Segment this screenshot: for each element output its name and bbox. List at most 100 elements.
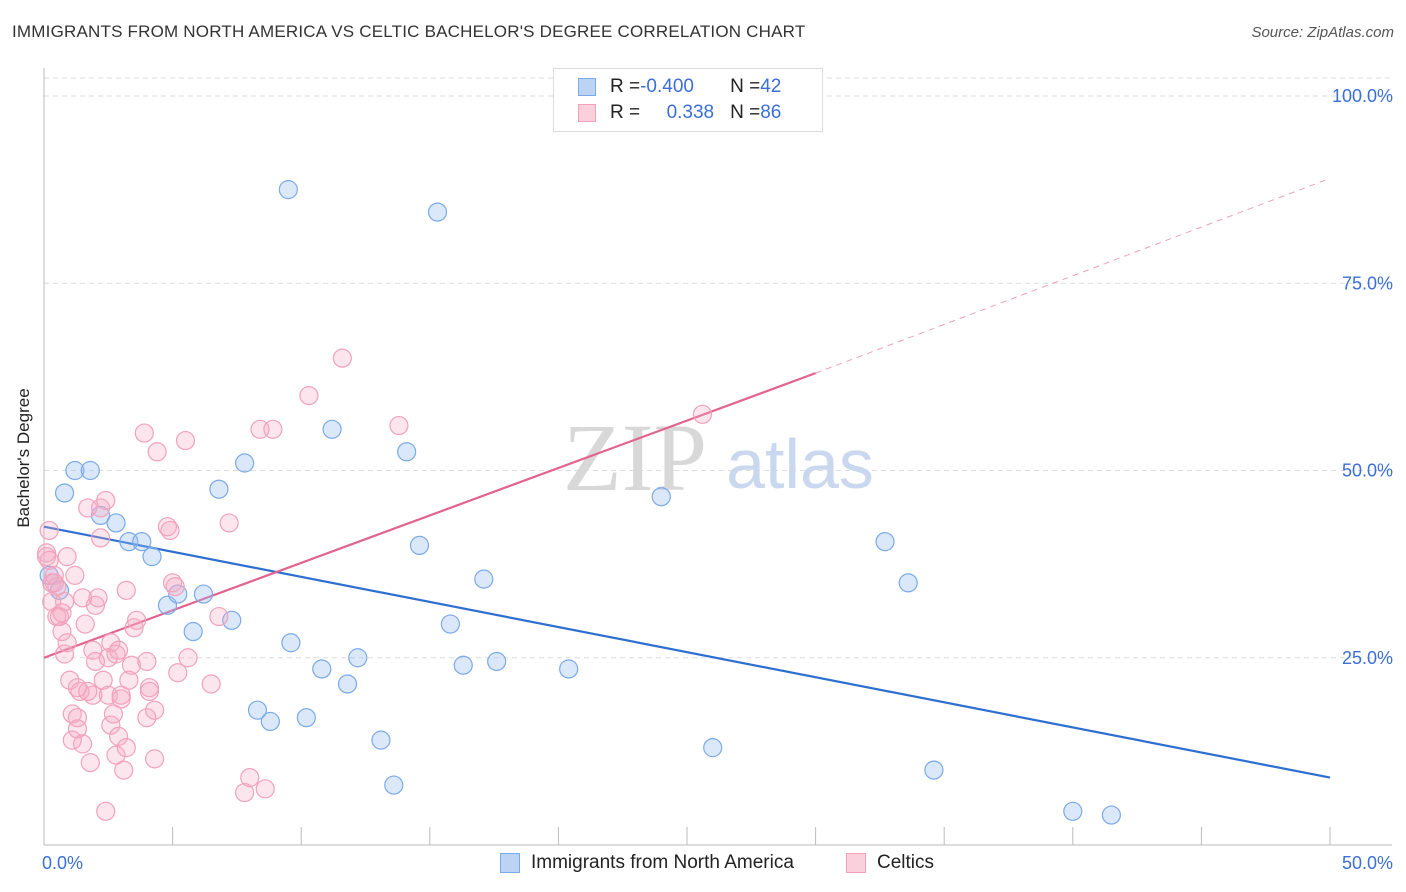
point-celtics [75,614,95,634]
point-immigrants [247,700,268,720]
legend-swatch-blue [500,853,520,873]
legend-row-celtics: R = 0.338 N = 86 [578,101,781,125]
point-immigrants [898,573,918,593]
point-immigrants [440,614,460,634]
point-immigrants [474,569,494,589]
point-immigrants [193,584,214,604]
trend-line-celtics-extension [815,177,1331,374]
point-celtics [103,704,124,724]
point-celtics [144,749,165,769]
point-celtics [692,404,713,424]
point-immigrants [281,633,301,653]
y-tick-label: 100.0% [1332,86,1393,106]
point-immigrants [235,453,255,473]
point-immigrants [409,535,430,556]
point-celtics [108,726,129,746]
series-legend: Immigrants from North America Celtics [0,852,1406,878]
point-celtics [62,730,82,750]
point-celtics [80,753,100,773]
point-immigrants [222,610,242,630]
point-celtics [54,644,75,664]
point-celtics [235,782,255,803]
point-celtics [52,621,72,642]
y-axis-label: Bachelor's Degree [14,388,33,528]
point-immigrants [322,419,342,439]
gridlines [44,77,1392,659]
legend-swatch-blue [578,78,596,96]
legend-r-value: 0.338 [666,102,715,123]
point-celtics [263,419,283,439]
point-celtics [57,633,77,653]
point-immigrants [296,708,316,728]
point-immigrants [312,659,332,679]
legend-swatch-pink [846,853,866,873]
trend-line-immigrants [43,525,1331,779]
point-immigrants [337,674,358,694]
point-celtics [101,715,121,735]
point-immigrants [371,730,391,750]
point-celtics [67,678,88,698]
point-celtics [57,547,77,567]
point-immigrants [651,487,671,507]
point-celtics [36,543,57,563]
point-celtics [54,591,75,612]
point-immigrants [209,479,229,499]
point-celtics [39,550,59,570]
point-immigrants [142,547,162,567]
point-celtics [108,640,129,660]
x-tick-label: 0.0% [42,853,83,873]
point-celtics [90,528,111,548]
point-celtics [39,520,59,541]
series-legend-immigrants[interactable]: Immigrants from North America [500,852,794,874]
point-celtics [96,801,116,821]
legend-n-value: 42 [760,76,782,97]
point-celtics [101,633,121,653]
chart-title: IMMIGRANTS FROM NORTH AMERICA VS CELTIC … [12,22,806,41]
point-immigrants [427,202,448,222]
point-immigrants [487,651,507,672]
y-tick-label: 50.0% [1342,461,1393,481]
point-immigrants [559,659,579,679]
point-celtics [332,348,352,368]
point-celtics [44,565,64,585]
point-celtics [240,767,260,788]
point-immigrants [278,180,298,200]
point-immigrants [260,711,280,732]
legend-n-value: 86 [760,102,782,123]
point-celtics [93,670,113,690]
point-celtics [116,580,136,600]
point-celtics [119,670,139,690]
point-immigrants [384,775,404,795]
series-legend-label: Celtics [877,852,935,873]
point-celtics [62,704,82,724]
point-celtics [165,576,185,597]
point-immigrants [80,460,100,481]
point-celtics [144,700,165,720]
stats-legend: R = -0.400 N = 42 R = 0.338 N = 86 [553,68,823,132]
point-celtics [139,681,160,702]
point-celtics [209,606,229,627]
point-immigrants [106,513,126,533]
point-celtics [126,610,147,630]
point-celtics [137,651,157,672]
tick-labels: 100.0% 75.0% 50.0% 25.0% 0.0% 50.0% [42,86,1393,873]
point-celtics [175,430,196,451]
point-immigrants [703,738,723,758]
point-celtics [134,423,154,443]
point-celtics [114,760,134,780]
point-celtics [88,588,108,608]
point-celtics [299,386,319,406]
point-celtics [124,618,144,638]
point-immigrants [54,483,75,503]
point-celtics [44,573,64,593]
series-legend-label: Immigrants from North America [531,852,794,873]
point-celtics [255,779,275,799]
series-legend-celtics[interactable]: Celtics [846,852,934,874]
point-celtics [83,685,103,705]
point-immigrants [875,532,895,552]
point-celtics [96,490,116,511]
point-celtics [72,734,93,754]
point-celtics [389,415,409,436]
legend-swatch-pink [578,104,596,122]
